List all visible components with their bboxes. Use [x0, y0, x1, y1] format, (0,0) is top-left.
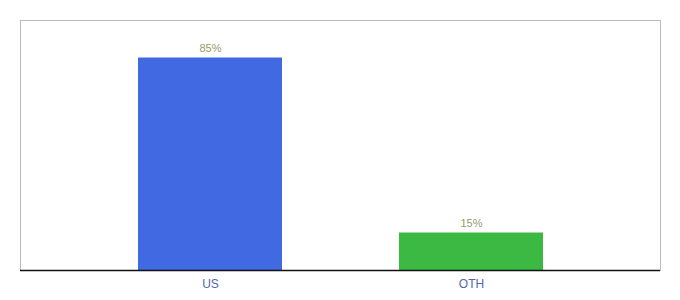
svg-text:OTH: OTH — [459, 277, 484, 291]
svg-text:15%: 15% — [460, 217, 482, 229]
svg-text:85%: 85% — [199, 42, 221, 54]
svg-text:US: US — [202, 277, 219, 291]
